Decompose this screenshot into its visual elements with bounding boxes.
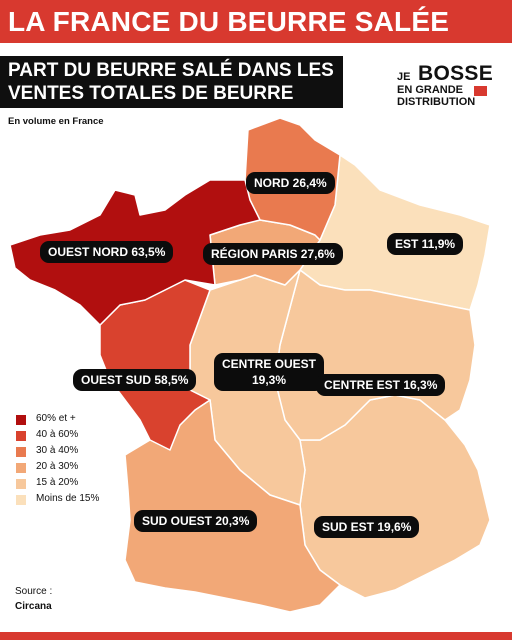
label-centre-ouest-value: 19,3% [251, 373, 287, 387]
label-region-paris: RÉGION PARIS 27,6% [203, 243, 343, 265]
source-name: Circana [15, 601, 52, 612]
region-centre-est [274, 269, 476, 441]
label-nord: NORD 26,4% [246, 172, 335, 194]
label-centre-est: CENTRE EST 16,3% [316, 374, 446, 396]
legend-label: 40 à 60% [36, 429, 79, 440]
label-ouest-nord: OUEST NORD 63,5% [40, 241, 174, 263]
brand-red-square [474, 86, 487, 96]
label-centre-ouest: CENTRE OUEST 19,3% [214, 353, 325, 391]
legend-swatch [16, 463, 26, 473]
brand-distribution: DISTRIBUTION [397, 96, 476, 108]
label-est: EST 11,9% [387, 233, 464, 255]
legend-label: 15 à 20% [36, 477, 79, 488]
brand-je: JE [397, 71, 411, 83]
subtitle-box: PART DU BEURRE SALÉ DANS LES VENTES TOTA… [0, 56, 343, 108]
legend-label: 30 à 40% [36, 445, 79, 456]
legend-swatch [16, 415, 26, 425]
page-title: LA FRANCE DU BEURRE SALÉE [8, 6, 450, 37]
label-centre-ouest-name: CENTRE OUEST [222, 357, 317, 371]
bottom-bar [0, 632, 512, 640]
label-ouest-sud: OUEST SUD 58,5% [73, 369, 197, 391]
subtitle-line-1: PART DU BEURRE SALÉ DANS LES [8, 60, 334, 81]
brand-en-grande: EN GRANDE [397, 84, 464, 96]
label-sud-ouest: SUD OUEST 20,3% [134, 510, 258, 532]
legend-label: Moins de 15% [36, 493, 100, 504]
title-bar: LA FRANCE DU BEURRE SALÉE [0, 0, 512, 43]
legend-swatch [16, 431, 26, 441]
brand-bosse: BOSSE [418, 62, 494, 85]
volume-note: En volume en France [8, 116, 104, 127]
subtitle-line-2: VENTES TOTALES DE BEURRE [8, 83, 294, 104]
source-label: Source : [15, 586, 53, 597]
legend-swatch [16, 479, 26, 489]
legend-label: 20 à 30% [36, 461, 79, 472]
label-sud-est: SUD EST 19,6% [314, 516, 420, 538]
subtitle: PART DU BEURRE SALÉ DANS LES VENTES TOTA… [8, 59, 334, 105]
legend-label: 60% et + [36, 413, 76, 424]
legend-swatch [16, 495, 26, 505]
legend-swatch [16, 447, 26, 457]
